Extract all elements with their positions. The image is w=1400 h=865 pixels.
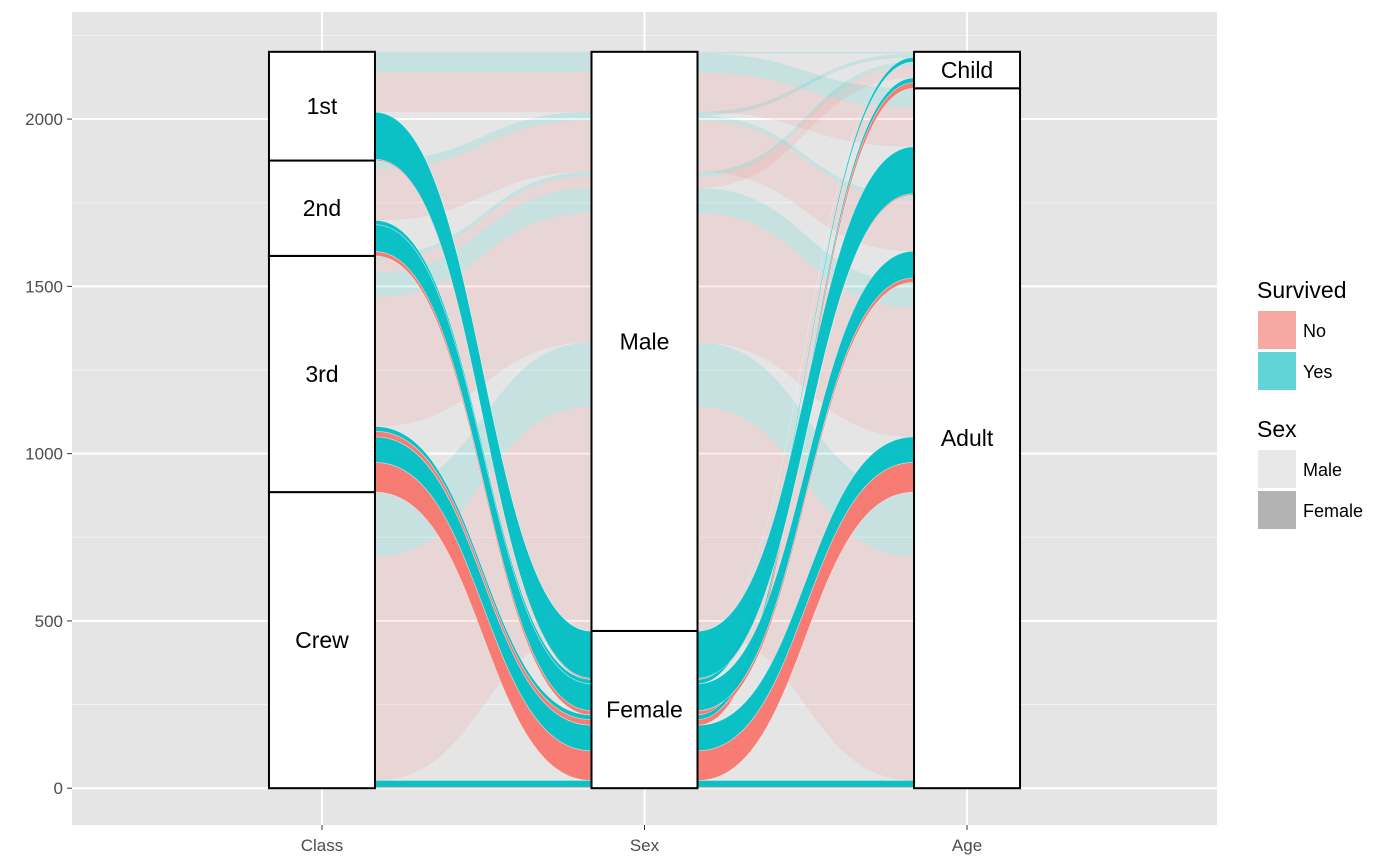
legend-label: Female <box>1303 501 1363 521</box>
flow-ribbon <box>374 115 592 169</box>
flow-ribbon <box>697 780 915 788</box>
flow-ribbon <box>697 53 915 116</box>
stratum-label: 3rd <box>305 361 338 387</box>
flow-ribbon <box>697 187 915 308</box>
stratum-box <box>590 50 699 632</box>
flow-ribbon <box>374 53 592 73</box>
flow-ribbon <box>697 213 915 437</box>
stratum-box <box>267 50 376 162</box>
stratum-box <box>913 87 1022 790</box>
flow-ribbon <box>374 72 592 113</box>
flow-ribbon <box>697 53 915 108</box>
stratum-label: Male <box>620 328 670 354</box>
legend-title: Sex <box>1257 416 1297 442</box>
y-tick-label: 500 <box>35 612 63 631</box>
highlighted-flows <box>374 53 915 789</box>
flow-ribbon <box>374 176 592 272</box>
legend-title: Survived <box>1257 277 1346 303</box>
y-tick-label: 0 <box>54 779 63 798</box>
stratum-label: 2nd <box>303 195 341 221</box>
y-tick-label: 1000 <box>25 445 63 464</box>
legend-key <box>1258 450 1296 488</box>
legend: Survived No Yes Sex Male Female <box>1257 277 1363 529</box>
stratum-box <box>267 491 376 790</box>
legend-label: No <box>1303 321 1326 341</box>
legend-key <box>1258 491 1296 529</box>
legend-key <box>1258 311 1296 349</box>
stratum-box <box>267 159 376 257</box>
stratum-label: Child <box>941 57 993 83</box>
stratum-label: Crew <box>295 627 349 653</box>
y-tick-label: 2000 <box>25 110 63 129</box>
x-tick-label: Age <box>952 836 982 855</box>
flow-ribbon <box>374 112 592 165</box>
flow-ribbon <box>374 171 592 261</box>
stratum-label: Female <box>606 697 683 723</box>
stratum-box <box>913 50 1022 90</box>
stratum-label: 1st <box>307 93 338 119</box>
flow-ribbon <box>374 213 592 427</box>
legend-key <box>1258 352 1296 390</box>
flow-ribbon <box>697 66 915 188</box>
stratum-box <box>267 254 376 494</box>
flow-ribbon <box>697 115 915 200</box>
flow-ribbon <box>697 51 915 54</box>
legend-label: Male <box>1303 460 1342 480</box>
axes: 0 500 1000 1500 2000 Class Sex Age <box>25 110 982 855</box>
strata: Crew 3rd 2nd 1st Female Male Adult Child <box>267 50 1022 790</box>
y-tick-label: 1500 <box>25 277 63 296</box>
legend-label: Yes <box>1303 362 1332 382</box>
x-tick-label: Class <box>301 836 344 855</box>
flow-ribbon <box>697 61 915 177</box>
stratum-box <box>590 629 699 790</box>
stratum-label: Adult <box>941 425 994 451</box>
flow-ribbon <box>374 51 592 54</box>
flow-ribbon <box>374 780 592 788</box>
x-tick-label: Sex <box>630 836 660 855</box>
